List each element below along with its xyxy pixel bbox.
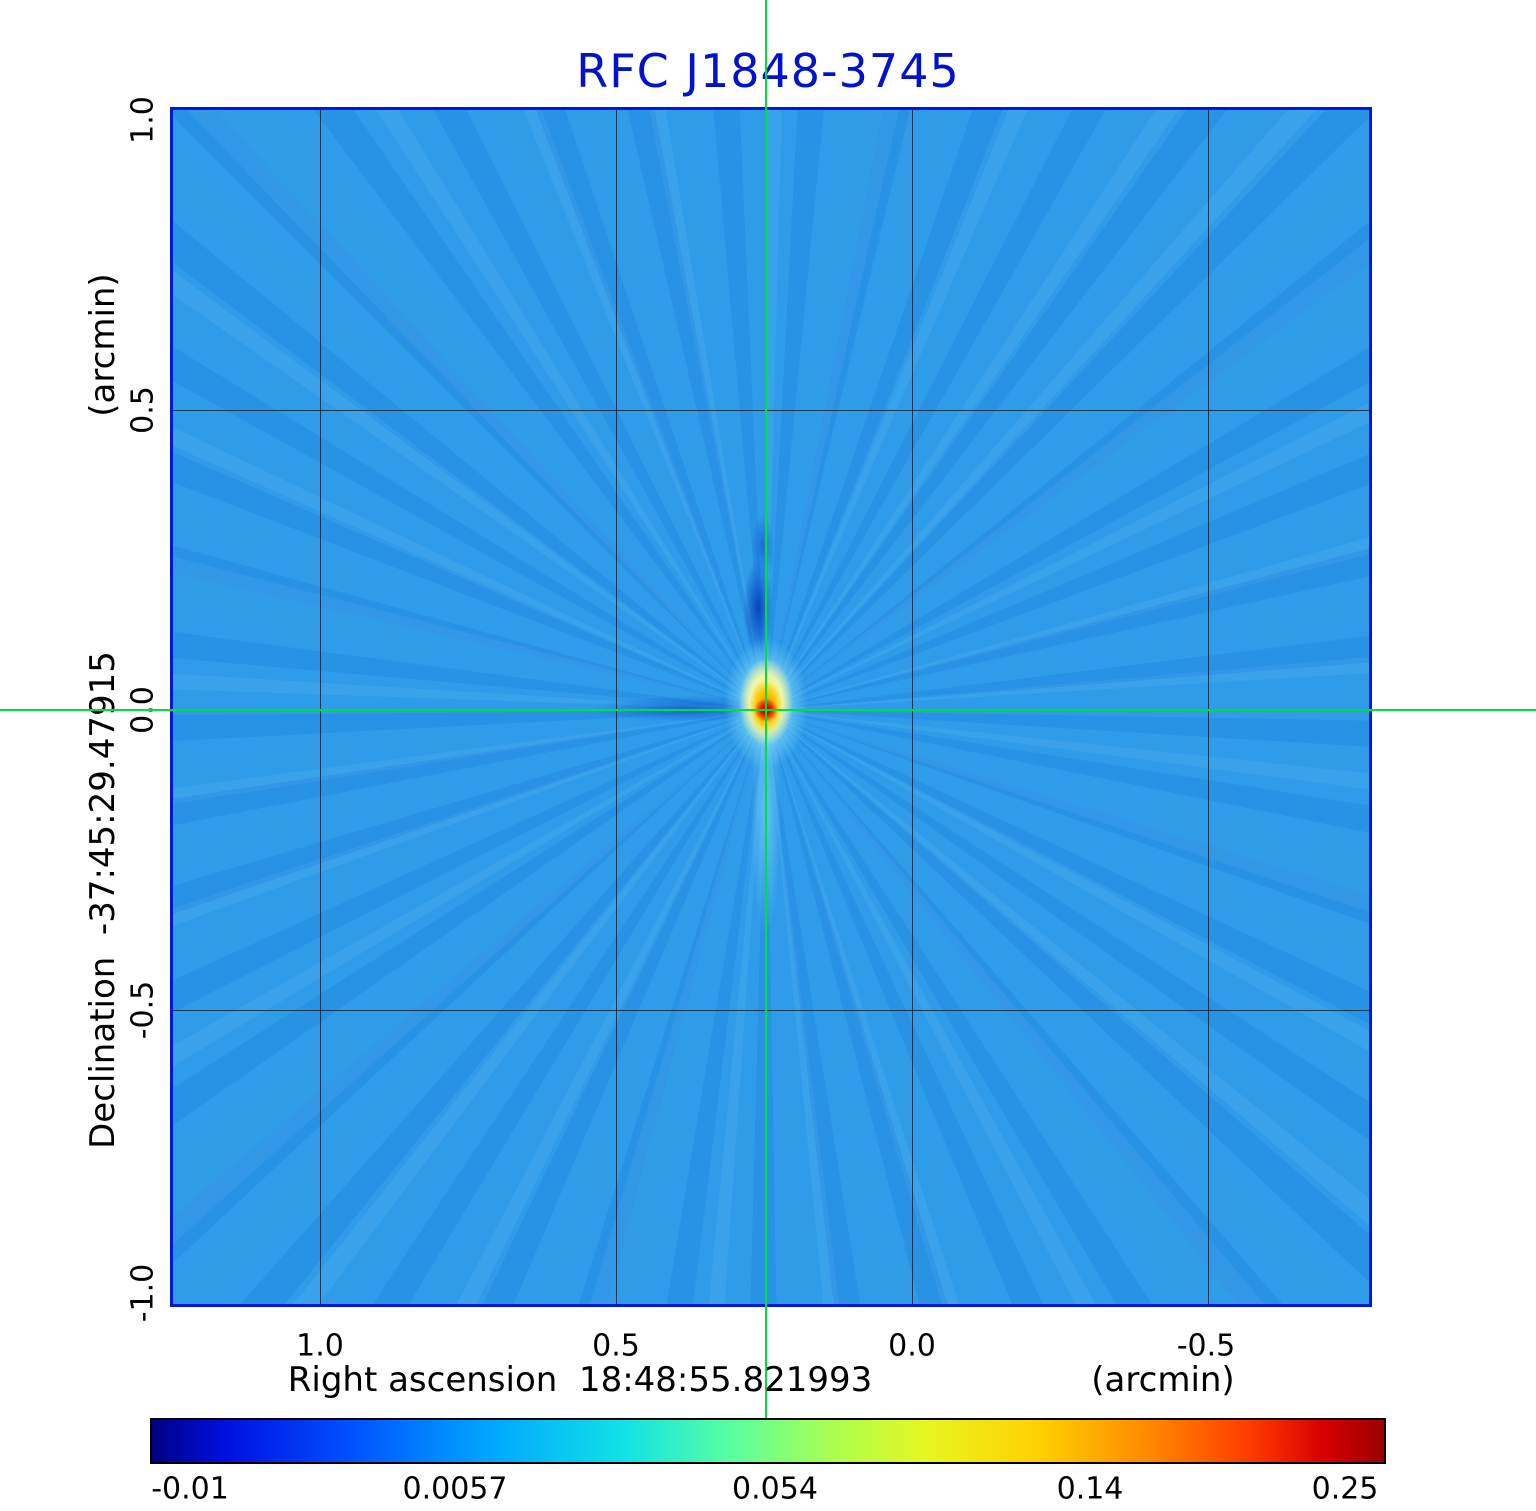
colorbar-tick-label: 0.14 <box>1056 1471 1124 1507</box>
crosshair-horizontal-line <box>0 709 1536 711</box>
y-tick-label: 0.5 <box>125 386 161 434</box>
x-tick-label: 0.0 <box>888 1328 936 1364</box>
y-axis-unit-label: (arcmin) <box>83 273 123 417</box>
colorbar-tick-label: 0.054 <box>732 1471 818 1507</box>
y-tick-label: 1.0 <box>125 96 161 144</box>
chart-title: RFC J1848-3745 <box>576 44 960 98</box>
x-axis-label: Right ascension 18:48:55.821993 <box>287 1360 873 1400</box>
gridline-horizontal <box>173 410 1369 411</box>
x-tick-label: 1.0 <box>296 1328 344 1364</box>
gridline-vertical <box>320 110 321 1304</box>
colorbar <box>150 1418 1386 1464</box>
colorbar-tick-label: -0.01 <box>151 1471 229 1507</box>
y-tick-label: -1.0 <box>125 1263 161 1323</box>
gridline-vertical <box>912 110 913 1304</box>
x-tick-label: 0.5 <box>592 1328 640 1364</box>
colorbar-tick-label: 0.25 <box>1311 1471 1379 1507</box>
colorbar-tick-label: 0.0057 <box>402 1471 508 1507</box>
gridline-horizontal <box>173 1010 1369 1011</box>
radio-map-image <box>173 110 1369 1304</box>
crosshair-vertical-line <box>765 0 767 1462</box>
gridline-vertical <box>1208 110 1209 1304</box>
heatmap-plot <box>170 107 1372 1307</box>
gridline-vertical <box>616 110 617 1304</box>
x-tick-label: -0.5 <box>1176 1328 1236 1364</box>
x-axis-unit-label: (arcmin) <box>1091 1360 1235 1400</box>
y-tick-label: -0.5 <box>125 980 161 1040</box>
y-axis-label: Declination -37:45:29.47915 <box>83 651 123 1149</box>
